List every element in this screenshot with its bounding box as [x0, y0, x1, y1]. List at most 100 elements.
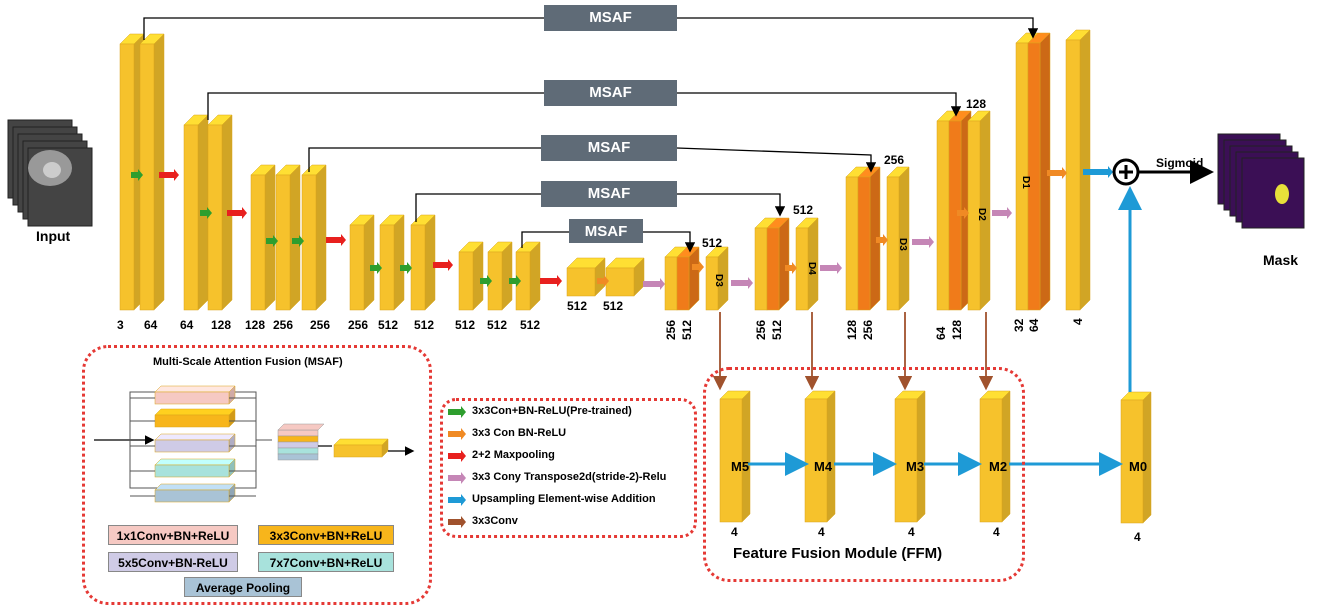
pool-arrow-3 [326, 234, 346, 246]
enc-ch-5: 256 [273, 318, 294, 332]
pretrained-arrow-2 [200, 207, 212, 219]
pretrained-arrow-4 [292, 235, 304, 247]
msaf-box-5: MSAF [569, 219, 643, 243]
bottleneck-block-2 [605, 267, 635, 297]
enc-ch-0: 3 [117, 318, 124, 332]
pretrained-arrow-3 [266, 235, 278, 247]
dec-a-o-side [688, 246, 700, 311]
dec-out-ch: 4 [1071, 318, 1085, 325]
enc-block-512a-side [393, 214, 405, 311]
enc-ch-3: 128 [211, 318, 232, 332]
enc-block-64b [183, 124, 199, 311]
ffm-block-label-0: M5 [731, 459, 750, 474]
skip-1a [143, 17, 544, 40]
dec-block-label-2: D3 [897, 238, 908, 251]
dec-top-0: 512 [702, 236, 723, 250]
dec-d3b-ch-0: 128 [845, 319, 859, 340]
msaf-key-5x5: 5x5Conv+BN-ReLU [108, 552, 238, 572]
bottleneck-ch-1: 512 [603, 299, 624, 313]
enc-block-512c [458, 251, 474, 311]
msaf-box-4: MSAF [541, 181, 677, 207]
enc-ch-7: 256 [348, 318, 369, 332]
dec-top-1: 512 [793, 203, 814, 217]
msaf-panel-title: Multi-Scale Attention Fusion (MSAF) [153, 356, 343, 368]
dec-block-label-3: D2 [976, 208, 987, 221]
input-label: Input [36, 228, 71, 244]
enc-ch-10: 512 [455, 318, 476, 332]
dec-c-out [886, 176, 900, 311]
pretrained-arrow-1 [131, 169, 143, 181]
ffm-m0-side [1142, 391, 1152, 524]
dec-d-y [936, 120, 950, 311]
dec-d-out [967, 120, 981, 311]
enc-block-512e-side [529, 241, 541, 311]
skip-3a [308, 147, 541, 172]
legend-arrow-4 [448, 494, 466, 506]
mask-region [1275, 184, 1289, 204]
up-arrow-to-add [1083, 166, 1113, 178]
conv-arrow-dec-e [1047, 167, 1067, 179]
msaf-output [333, 444, 383, 458]
legend-item-1: 3x3 Con BN-ReLU [472, 427, 567, 439]
msaf-key-3x3: 3x3Conv+BN+ReLU [258, 525, 394, 545]
legend-item-5: 3x3Conv [472, 515, 518, 527]
msaf-key-1x1: 1x1Conv+BN+ReLU [108, 525, 238, 545]
transpose-arrow-2 [731, 277, 753, 289]
enc-ch-4: 128 [245, 318, 266, 332]
msaf-box-2: MSAF [544, 80, 677, 106]
dec-d2-ch-0: 64 [934, 326, 948, 340]
msaf-key-7x7: 7x7Conv+BN+ReLU [258, 552, 394, 572]
input-organ [43, 162, 61, 178]
legend-item-4: Upsampling Element-wise Addition [472, 493, 656, 505]
enc-block-128b [250, 174, 266, 311]
msaf-concat-4 [277, 453, 319, 461]
enc-block-512d-side [501, 241, 513, 311]
enc-block-512b [410, 224, 426, 311]
dec-d4-ch-1: 512 [770, 319, 784, 340]
conv-arrow-dec-d [957, 207, 969, 219]
enc-block-256c [349, 224, 365, 311]
enc-block-128a [207, 124, 223, 311]
transpose-arrow-5 [992, 207, 1012, 219]
pool-arrow-1 [159, 169, 179, 181]
ffm-title: Feature Fusion Module (FFM) [733, 545, 943, 562]
ffm-block-label-4: M0 [1129, 459, 1148, 474]
dec-a-y [664, 256, 678, 311]
ffm-ch-4: 4 [1134, 530, 1141, 544]
enc-ch-11: 512 [487, 318, 508, 332]
dec-block-label-0: D3 [713, 274, 724, 287]
enc-block-64a [139, 43, 155, 311]
ffm-panel [703, 367, 1025, 582]
ffm-ch-1: 4 [818, 525, 825, 539]
ffm-block-label-2: M3 [906, 459, 925, 474]
skip-2a [207, 92, 544, 120]
conv-arrow-dec-a [692, 261, 704, 273]
skip-2b [677, 92, 962, 117]
enc-block-256c-side [363, 214, 375, 311]
dec-top-2: 256 [884, 153, 905, 167]
enc-ch-12: 512 [520, 318, 541, 332]
ffm-block-label-1: M4 [814, 459, 833, 474]
pretrained-arrow-5 [370, 262, 382, 274]
dec-b-o-side [778, 217, 790, 311]
enc-ch-6: 256 [310, 318, 331, 332]
enc-block-256b-side [315, 164, 327, 311]
enc-block-512c-side [472, 241, 484, 311]
enc-ch-2: 64 [180, 318, 194, 332]
msaf-panel [82, 345, 432, 605]
legend-item-3: 3x3 Cony Transpose2d(stride-2)-Relu [472, 471, 667, 483]
pretrained-arrow-7 [480, 275, 492, 287]
dec-a-o [676, 256, 690, 311]
dec-e-o [1027, 42, 1041, 311]
dec-block-label-1: D4 [806, 262, 817, 275]
dec-e-out [1065, 39, 1081, 311]
dec-block-label-4: D1 [1020, 176, 1031, 189]
dec-c-o [857, 176, 871, 311]
dec-d3a-ch-1: 512 [680, 319, 694, 340]
skip-1b [677, 17, 1039, 39]
enc-block-256a-side [289, 164, 301, 311]
transpose-arrow-1 [643, 278, 665, 290]
ffm-ch-2: 4 [908, 525, 915, 539]
